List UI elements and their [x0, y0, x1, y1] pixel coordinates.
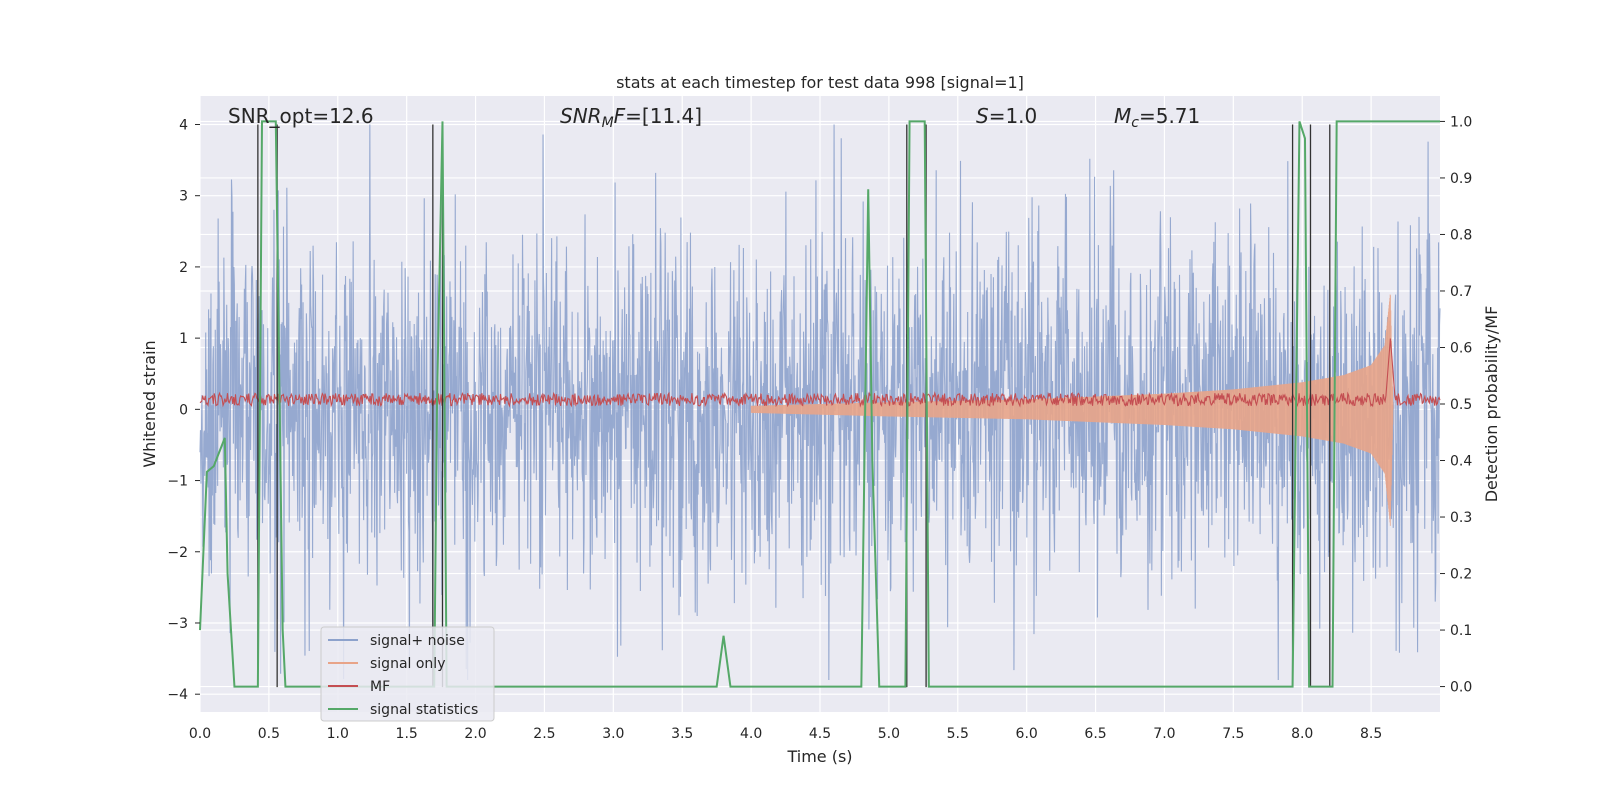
y-tick-label: −2 [167, 545, 188, 561]
mf-line [199, 338, 1441, 408]
y-tick-label: 3 [179, 189, 188, 205]
y2-tick-label: 0.7 [1450, 284, 1472, 300]
x-tick-label: 5.0 [878, 726, 900, 742]
y2-tick-label: 1.0 [1450, 114, 1472, 130]
annotation-snr-mf: SNRMF=[11.4] [560, 104, 702, 131]
annotation-mc-symbol: M [1114, 104, 1131, 128]
legend-label-signal-only: signal only [370, 656, 445, 672]
y-tick-label: −1 [167, 474, 188, 490]
annotation-mc: Mc=5.71 [1114, 104, 1200, 131]
annotation-snr-mf-symbol-2: F [614, 104, 626, 128]
legend-label-signal-statistics: signal statistics [370, 702, 478, 718]
y2-tick-label: 0.2 [1450, 567, 1472, 583]
y-tick-label: 2 [179, 260, 188, 276]
x-tick-label: 6.5 [1084, 726, 1106, 742]
y2-axis-ticks: 0.0 0.1 0.2 0.3 0.4 0.5 0.6 0.7 0.8 0.9 1.0 [1440, 114, 1472, 696]
y2-tick-label: 0.0 [1450, 680, 1472, 696]
y2-tick-label: 0.8 [1450, 227, 1472, 243]
y-axis-title: Whitened strain [140, 340, 159, 467]
annotation-snr-mf-subscript: M [602, 115, 614, 131]
y2-tick-label: 0.9 [1450, 171, 1472, 187]
y2-tick-label: 0.6 [1450, 340, 1472, 356]
x-tick-label: 4.0 [740, 726, 762, 742]
annotation-snr-opt: SNR_opt=12.6 [228, 104, 374, 128]
annotation-s-symbol: S [976, 104, 989, 128]
annotation-mc-value: =5.71 [1139, 104, 1200, 128]
x-tick-label: 6.0 [1016, 726, 1038, 742]
legend-box [320, 626, 495, 722]
y2-tick-label: 0.3 [1450, 510, 1472, 526]
y-tick-label: 4 [179, 117, 188, 133]
x-tick-label: 2.0 [464, 726, 486, 742]
legend: signal+ noise signal only MF signal stat… [320, 626, 495, 722]
x-tick-label: 8.0 [1291, 726, 1313, 742]
signal-only-line [750, 294, 1394, 526]
x-tick-label: 0.0 [189, 726, 211, 742]
x-tick-label: 0.5 [258, 726, 280, 742]
legend-label-mf: MF [370, 679, 390, 695]
legend-label-signal-noise: signal+ noise [370, 633, 465, 649]
y-tick-label: 1 [179, 331, 188, 347]
x-tick-label: 1.5 [396, 726, 418, 742]
x-tick-label: 7.0 [1153, 726, 1175, 742]
annotation-s: S=1.0 [976, 104, 1037, 128]
y-tick-label: −4 [167, 687, 188, 703]
annotation-mc-subscript: c [1131, 115, 1139, 131]
signal-only-series [750, 294, 1394, 526]
x-tick-label: 8.5 [1360, 726, 1382, 742]
signal-statistics-line [199, 120, 1440, 688]
x-tick-label: 3.5 [671, 726, 693, 742]
x-axis-title: Time (s) [786, 747, 852, 766]
y-tick-label: −3 [167, 616, 188, 632]
x-axis-ticks: 0.0 0.5 1.0 1.5 2.0 2.5 3.0 3.5 4.0 4.5 5.0 5.5 6.0 6… [189, 726, 1382, 742]
x-tick-label: 7.5 [1222, 726, 1244, 742]
y2-tick-label: 0.5 [1450, 397, 1472, 413]
x-tick-label: 1.0 [327, 726, 349, 742]
y2-tick-label: 0.4 [1450, 454, 1472, 470]
signal-statistics-series [199, 120, 1440, 688]
annotation-s-value: =1.0 [989, 104, 1038, 128]
mf-series [199, 338, 1441, 408]
y-tick-label: 0 [179, 402, 188, 418]
x-tick-label: 2.5 [533, 726, 555, 742]
x-tick-label: 3.0 [602, 726, 624, 742]
y2-axis-title: Detection probability/MF [1482, 306, 1501, 503]
y-axis-ticks: −4 −3 −2 −1 0 1 2 3 4 [167, 117, 200, 703]
y2-tick-label: 0.1 [1450, 623, 1472, 639]
chart-title: stats at each timestep for test data 998… [616, 73, 1024, 92]
annotation-snr-mf-symbol: SNR [560, 104, 602, 128]
annotation-snr-mf-value: =[11.4] [625, 104, 702, 128]
x-tick-label: 5.5 [947, 726, 969, 742]
x-tick-label: 4.5 [809, 726, 831, 742]
